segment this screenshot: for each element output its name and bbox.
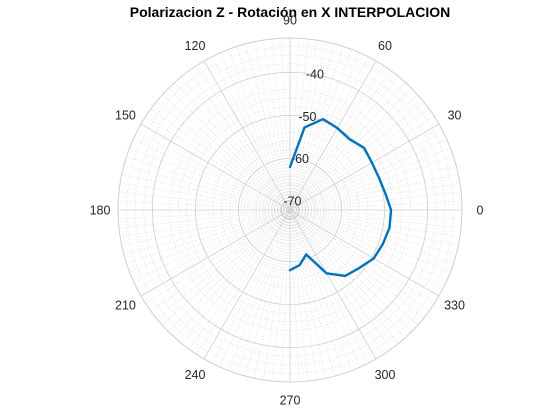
angle-tick-label: 150	[115, 109, 136, 123]
angle-tick-label: 300	[375, 368, 396, 382]
angle-tick-labels: 0 30 60 90 120 150 180 210 240 270 300 330	[90, 14, 484, 408]
radial-tick-label: -70	[283, 195, 301, 209]
angle-tick-label: 120	[185, 39, 206, 53]
major-spoke	[203, 209, 291, 360]
radial-tick-label: -40	[306, 67, 324, 81]
angle-tick-label: 270	[280, 394, 301, 408]
major-ring	[151, 71, 429, 349]
radial-tick-labels: -70 -60 -50 -40	[283, 67, 324, 208]
radial-tick-label: -60	[291, 152, 309, 166]
angle-tick-label: 330	[444, 299, 465, 313]
series-line	[288, 117, 393, 278]
chart-title: Polarizacion Z - Rotación en X INTERPOLA…	[130, 4, 450, 20]
outer-ring	[117, 37, 463, 383]
angle-tick-label: 90	[283, 14, 297, 28]
angle-tick-label: 180	[90, 204, 111, 218]
major-spoke	[289, 60, 377, 211]
angle-tick-label: 210	[115, 299, 136, 313]
major-spoke	[203, 60, 291, 211]
angle-tick-label: 60	[378, 39, 392, 53]
major-spoke	[289, 209, 377, 360]
angle-tick-label: 240	[185, 368, 206, 382]
major-spoke	[140, 123, 291, 211]
major-spoke	[140, 209, 291, 297]
major-spoke	[289, 209, 440, 297]
major-ring	[237, 157, 342, 262]
polar-grid	[117, 37, 463, 383]
major-ring	[280, 200, 299, 219]
data-series	[288, 117, 393, 278]
major-spoke	[289, 123, 440, 211]
angle-tick-label: 0	[477, 204, 484, 218]
radial-tick-label: -50	[298, 110, 316, 124]
major-ring	[194, 115, 385, 305]
angle-tick-label: 30	[448, 109, 462, 123]
